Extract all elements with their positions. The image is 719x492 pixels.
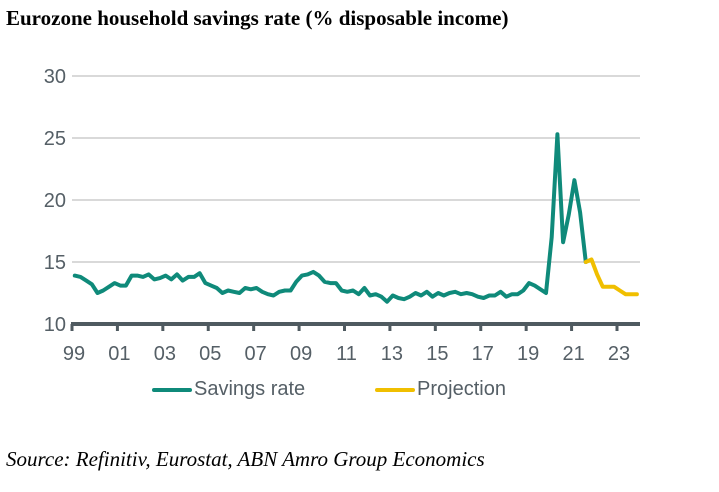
y-tick-label-10: 10 [44, 314, 66, 336]
legend-item-savings-rate: Savings rate [152, 378, 305, 401]
y-axis: 10 15 20 25 30 [44, 66, 66, 336]
x-tick-label-21: 21 [562, 343, 584, 365]
y-tick-label-15: 15 [44, 252, 66, 274]
x-tick-label-07: 07 [245, 343, 267, 365]
chart-title: Eurozone household savings rate (% dispo… [6, 6, 509, 30]
legend: Savings rate Projection [0, 378, 719, 406]
x-tick-label-99: 99 [63, 343, 85, 365]
series-lines [72, 132, 639, 304]
legend-swatch-projection [375, 387, 415, 392]
x-tick-label-01: 01 [108, 343, 130, 365]
y-tick-label-25: 25 [44, 128, 66, 150]
x-tick-label-19: 19 [517, 343, 539, 365]
x-tick-label-15: 15 [426, 343, 448, 365]
x-tick-label-09: 09 [290, 343, 312, 365]
x-tick-label-23: 23 [608, 343, 630, 365]
series-line-savings-rate [72, 132, 588, 304]
gridlines [72, 75, 640, 263]
source-note: Source: Refinitiv, Eurostat, ABN Amro Gr… [6, 447, 485, 471]
x-tick-label-13: 13 [381, 343, 403, 365]
x-tick-label-11: 11 [336, 343, 357, 365]
x-tick-label-17: 17 [472, 343, 494, 365]
x-axis: 99 01 03 05 07 09 11 13 15 17 19 21 23 [63, 322, 640, 365]
y-tick-label-30: 30 [44, 66, 66, 88]
y-tick-label-20: 20 [44, 190, 66, 212]
x-tick-label-03: 03 [154, 343, 176, 365]
legend-label-savings-rate: Savings rate [194, 378, 306, 400]
legend-label-projection: Projection [417, 378, 506, 400]
legend-item-projection: Projection [375, 378, 506, 401]
x-tick-label-05: 05 [199, 343, 221, 365]
series-line-projection [583, 257, 639, 297]
legend-swatch-savings-rate [152, 387, 192, 392]
